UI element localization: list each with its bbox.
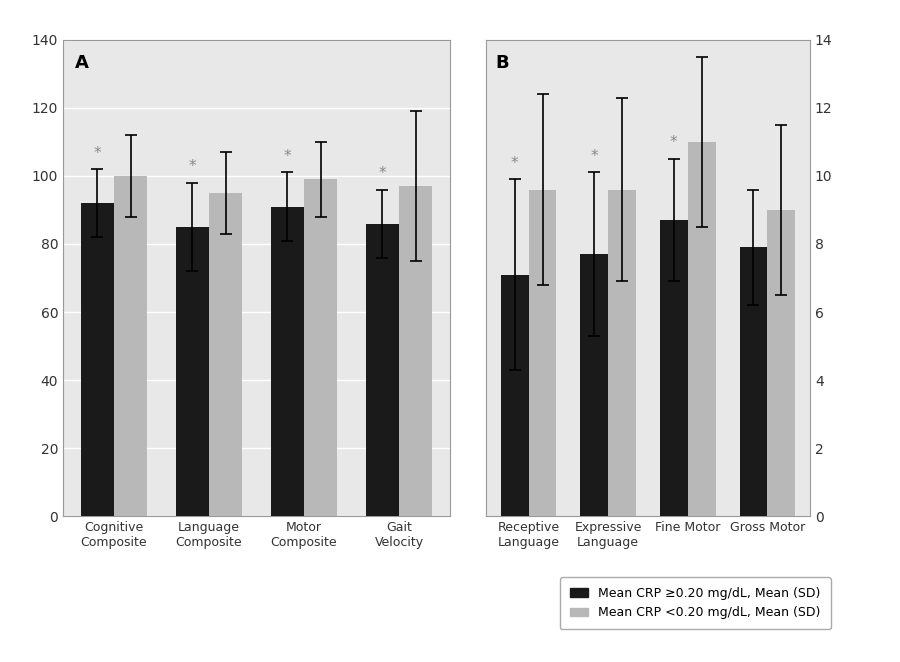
Text: *: * [284, 149, 292, 164]
Text: *: * [94, 146, 101, 160]
Text: *: * [670, 135, 678, 150]
Bar [608, 189, 636, 516]
Text: *: * [590, 149, 598, 164]
Text: *: * [379, 166, 386, 181]
Bar [209, 193, 242, 516]
Bar [176, 227, 209, 516]
Bar [740, 248, 768, 516]
Text: B: B [496, 54, 509, 72]
Bar [81, 203, 114, 516]
Bar [114, 176, 148, 516]
Legend: Mean CRP ≥0.20 mg/dL, Mean (SD), Mean CRP <0.20 mg/dL, Mean (SD): Mean CRP ≥0.20 mg/dL, Mean (SD), Mean CR… [560, 577, 831, 630]
Bar [271, 207, 304, 516]
Text: A: A [75, 54, 88, 72]
Bar [688, 142, 716, 516]
Text: *: * [188, 159, 196, 174]
Bar [580, 254, 608, 516]
Bar [500, 275, 528, 516]
Bar [304, 179, 338, 516]
Bar [768, 210, 796, 516]
Bar [365, 224, 399, 516]
Text: *: * [511, 156, 518, 171]
Bar [528, 189, 556, 516]
Bar [660, 220, 688, 516]
Bar [399, 186, 432, 516]
